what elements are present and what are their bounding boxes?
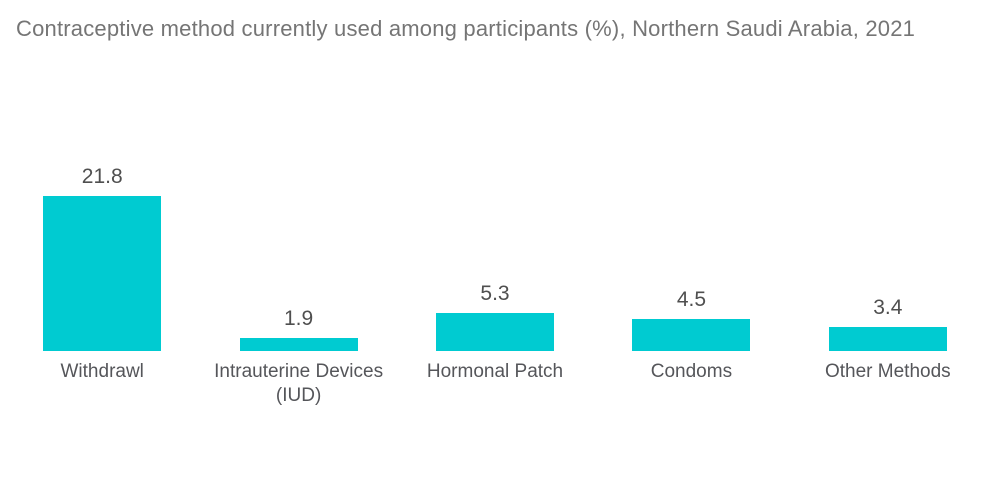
category-label: Hormonal Patch (426, 361, 564, 382)
bar-group: 3.4 (790, 295, 986, 351)
chart-title: Contraceptive method currently used amon… (16, 16, 916, 41)
bar (828, 326, 947, 351)
bar (239, 337, 358, 351)
category-axis: Withdrawl Intrauterine Devices (IUD) Hormo… (4, 360, 986, 408)
category-label: Intrauterine Devices (IUD) (214, 361, 384, 406)
bar-value-label: 1.9 (284, 306, 314, 330)
category-label: Other Methods (824, 361, 951, 382)
bar-value-label: 21.8 (81, 165, 123, 188)
category-label: Condoms (650, 361, 733, 382)
bar (43, 196, 162, 351)
bar-value-label: 4.5 (676, 288, 707, 311)
bar-group: 4.5 (593, 287, 789, 351)
plot-area: 21.8 1.9 5.3 4.5 3.4 (4, 0, 986, 351)
bar-group: 5.3 (397, 281, 593, 351)
bar-value-label: 5.3 (480, 282, 510, 306)
bar (436, 313, 555, 351)
category-label: Withdrawl (60, 361, 144, 382)
bar-value-label: 3.4 (873, 295, 903, 319)
bar-group: 1.9 (200, 306, 396, 351)
bar (632, 319, 751, 351)
bar-group: 21.8 (4, 164, 200, 351)
